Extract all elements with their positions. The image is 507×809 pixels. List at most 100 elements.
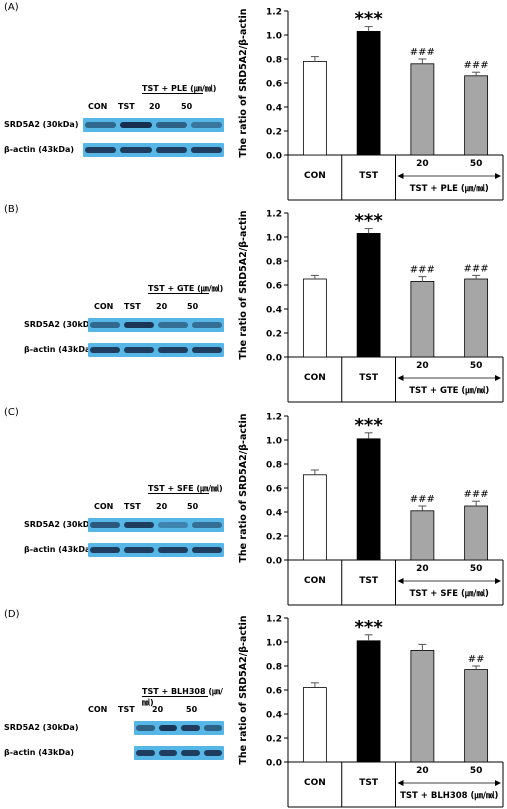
bar xyxy=(410,63,435,156)
lane-label: CON xyxy=(88,705,108,714)
significance-annotation: *** xyxy=(355,211,384,232)
protein-band xyxy=(192,347,222,353)
western-blot: CON TST TST + SFE (㎛/㏖) 20 50 SRD5A2 (30kDa) β… xyxy=(0,405,230,607)
panel-label: (D) xyxy=(4,609,20,620)
dose-label: 50 xyxy=(181,102,193,111)
protein-band xyxy=(136,750,155,756)
western-blot: CON TST TST + PLE (㎛/㏖) 20 50 SRD5A2 (30kDa) β… xyxy=(0,0,230,202)
bar-chart: The ratio of SRD5A2/β-actin 0.0 0.2 0.4 0.6 0… xyxy=(238,8,504,201)
bar-chart: The ratio of SRD5A2/β-actin 0.0 0.2 0.4 0.6 0… xyxy=(238,615,504,808)
bar xyxy=(410,510,435,561)
y-axis-label: The ratio of SRD5A2/β-actin xyxy=(238,8,249,157)
y-tick-label: 1.0 xyxy=(266,234,282,244)
y-tick-label: 0.8 xyxy=(266,56,282,66)
protein-band xyxy=(124,547,154,553)
category-label: 20 xyxy=(416,564,429,574)
arrow-head xyxy=(495,173,501,179)
treatment-underline xyxy=(142,93,203,94)
dose-label: 20 xyxy=(156,502,168,511)
protein-band xyxy=(136,725,155,731)
arrow-head xyxy=(495,780,501,786)
protein-band xyxy=(120,122,152,128)
protein-band xyxy=(158,547,188,553)
y-axis-label: The ratio of SRD5A2/β-actin xyxy=(238,210,249,359)
bar xyxy=(464,75,489,156)
y-tick-label: 1.0 xyxy=(266,32,282,42)
protein-band xyxy=(158,347,188,353)
protein-band xyxy=(158,322,188,328)
protein-band xyxy=(192,522,222,528)
category-label: TST xyxy=(359,778,379,788)
protein-band xyxy=(181,725,200,731)
y-tick-label: 1.2 xyxy=(266,8,282,18)
protein-band xyxy=(90,322,120,328)
protein-band xyxy=(192,322,222,328)
significance-annotation: ### xyxy=(464,263,489,274)
arrow-head xyxy=(397,578,404,584)
bar xyxy=(356,438,381,561)
srd5a2-band-strip xyxy=(88,518,224,532)
protein-band xyxy=(124,522,154,528)
panel-d: (D) CON TST TST + BLH308 (㎛/㏖) 20 50 SRD5A2 (3… xyxy=(0,607,507,809)
category-label: TST xyxy=(359,576,379,586)
y-tick-label: 0.8 xyxy=(266,461,282,471)
actin-band-strip xyxy=(88,343,224,357)
protein-band xyxy=(124,347,154,353)
protein-band xyxy=(158,750,177,756)
protein-band xyxy=(90,547,120,553)
blot-row-label: β-actin (43kDa) xyxy=(4,748,75,757)
bar-chart: The ratio of SRD5A2/β-actin 0.0 0.2 0.4 0.6 0… xyxy=(238,413,504,606)
lane-label: CON xyxy=(88,102,108,111)
y-tick-label: 1.0 xyxy=(266,437,282,447)
blot-row-label: β-actin (43kDa) xyxy=(24,345,95,354)
protein-band xyxy=(158,725,177,731)
arrow-head xyxy=(495,578,501,584)
protein-band xyxy=(124,322,154,328)
y-axis-label: The ratio of SRD5A2/β-actin xyxy=(238,615,249,764)
actin-band-strip xyxy=(83,143,224,157)
significance-annotation: ### xyxy=(464,60,489,71)
y-tick-label: 1.0 xyxy=(266,639,282,649)
y-tick-label: 0.6 xyxy=(266,687,282,697)
y-tick-label: 0.2 xyxy=(266,533,282,543)
lane-label: TST xyxy=(118,102,135,111)
category-label: CON xyxy=(304,373,326,383)
srd5a2-band-strip xyxy=(134,721,224,735)
y-tick-label: 0.0 xyxy=(266,152,282,162)
bar xyxy=(356,232,381,358)
bar xyxy=(302,687,327,763)
actin-band-strip xyxy=(88,543,224,557)
dose-label: 50 xyxy=(186,705,198,714)
y-tick-label: 1.2 xyxy=(266,210,282,220)
y-axis-label: The ratio of SRD5A2/β-actin xyxy=(238,413,249,562)
protein-band xyxy=(155,147,187,153)
bar-chart: The ratio of SRD5A2/β-actin 0.0 0.2 0.4 0.6 0… xyxy=(238,210,504,403)
significance-annotation: *** xyxy=(355,415,384,436)
bar xyxy=(302,474,327,561)
bar xyxy=(302,61,327,156)
y-tick-label: 0.6 xyxy=(266,80,282,90)
y-tick-label: 0.2 xyxy=(266,128,282,138)
protein-band xyxy=(181,750,200,756)
srd5a2-band-strip xyxy=(88,318,224,332)
significance-annotation: ### xyxy=(410,494,435,505)
treatment-header: TST + SFE (㎛/㏖) xyxy=(148,484,223,493)
y-tick-label: 0.0 xyxy=(266,354,282,364)
y-tick-label: 0.4 xyxy=(266,104,282,114)
lane-label: CON xyxy=(94,302,114,311)
protein-band xyxy=(203,750,222,756)
bar xyxy=(302,278,327,358)
y-tick-label: 0.4 xyxy=(266,711,282,721)
category-label: TST xyxy=(359,373,379,383)
blot-row-label: SRD5A2 (30kDa) xyxy=(4,723,79,732)
group-label: TST + GTE (㎛/㏖) xyxy=(409,386,489,396)
category-label: 50 xyxy=(470,766,483,776)
y-tick-label: 0.0 xyxy=(266,759,282,769)
blot-row-label: SRD5A2 (30kDa) xyxy=(24,520,99,529)
category-label: 50 xyxy=(470,159,483,169)
category-label: 20 xyxy=(416,159,429,169)
protein-band xyxy=(85,147,117,153)
protein-band xyxy=(190,147,222,153)
category-label: 50 xyxy=(470,361,483,371)
western-blot: CON TST TST + BLH308 (㎛/㏖) 20 50 SRD5A2 (30kD… xyxy=(0,607,230,809)
